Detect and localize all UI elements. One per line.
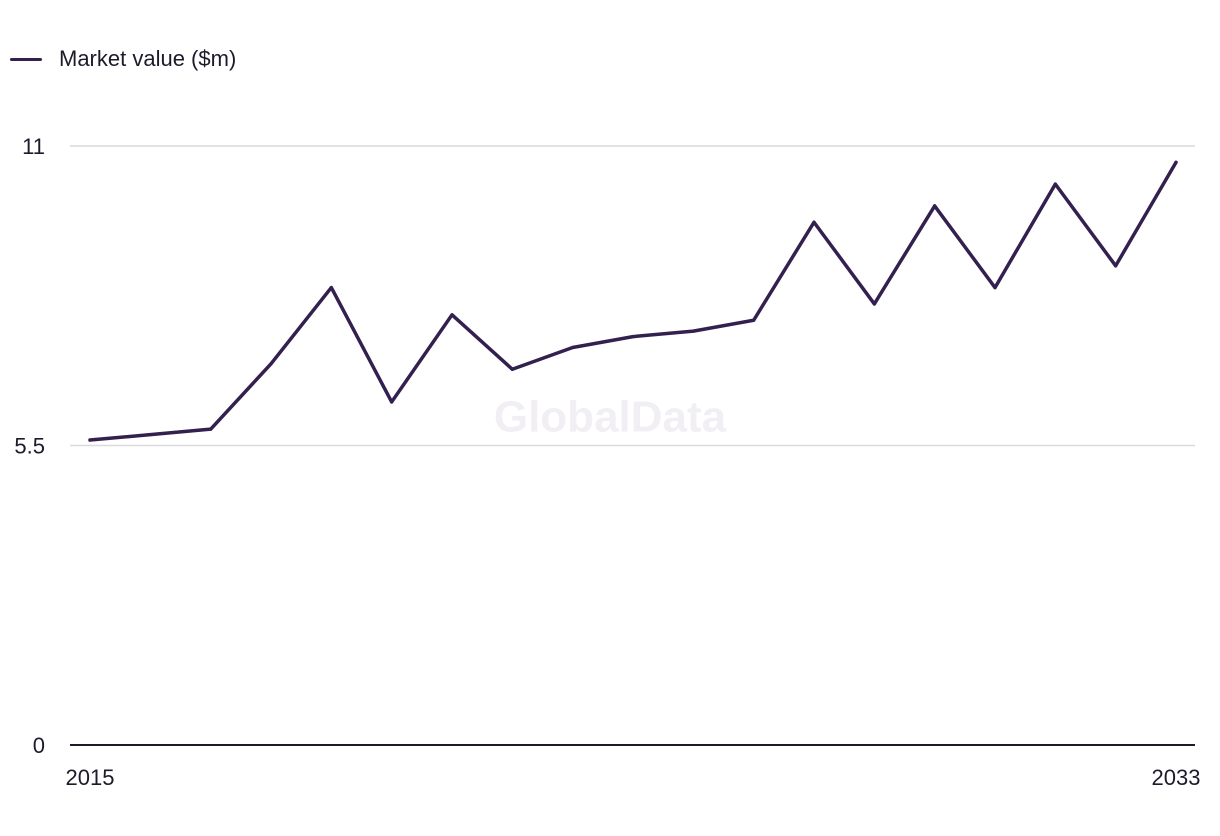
x-tick-label: 2033	[1152, 765, 1201, 790]
legend-swatch	[10, 57, 42, 61]
axes: 0 5.5 11 2015 2033	[14, 134, 1200, 790]
watermark: GlobalData	[494, 393, 727, 442]
data-point	[1053, 182, 1057, 186]
data-point	[88, 438, 92, 442]
data-point	[450, 313, 454, 317]
data-point	[329, 285, 333, 290]
data-point	[933, 204, 937, 208]
data-point	[1114, 264, 1118, 268]
data-point	[993, 285, 997, 290]
grid-lines	[70, 145, 1195, 447]
legend: Market value ($m)	[10, 46, 236, 72]
data-point	[571, 345, 575, 350]
data-point	[209, 427, 213, 431]
x-tick-label: 2015	[66, 765, 115, 790]
data-point	[752, 318, 756, 322]
data-point	[148, 433, 152, 437]
y-tick-label: 11	[22, 134, 45, 159]
data-point	[812, 220, 816, 224]
data-point	[510, 367, 514, 371]
legend-label: Market value ($m)	[59, 46, 237, 71]
y-tick-label: 0	[33, 733, 45, 758]
series	[88, 160, 1178, 442]
y-tick-label: 5.5	[14, 434, 45, 459]
data-point	[872, 302, 876, 306]
data-point	[631, 334, 635, 339]
data-point	[269, 362, 273, 366]
data-point	[1174, 160, 1178, 164]
data-point	[691, 329, 695, 333]
data-point	[390, 400, 394, 404]
